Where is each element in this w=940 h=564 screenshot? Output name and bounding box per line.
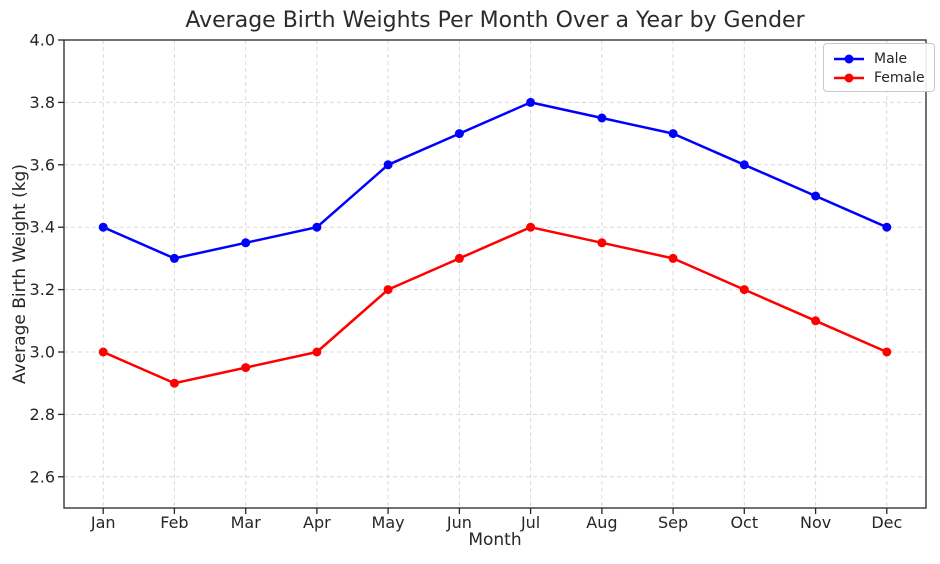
- x-tick-label: Mar: [231, 513, 262, 532]
- y-tick-label: 2.8: [30, 405, 55, 424]
- male-marker: [597, 113, 607, 123]
- male-marker: [169, 253, 179, 263]
- x-tick-label: Apr: [303, 513, 331, 532]
- legend-item-male: Male: [832, 49, 926, 68]
- male-marker: [526, 97, 536, 107]
- male-marker: [383, 160, 393, 170]
- y-axis-label: Average Birth Weight (kg): [10, 164, 30, 384]
- male-marker: [811, 191, 821, 201]
- legend-female-label: Female: [874, 69, 925, 86]
- female-marker: [597, 238, 607, 248]
- female-marker: [526, 222, 536, 232]
- plot-area-border: [63, 39, 927, 509]
- male-marker: [312, 222, 322, 232]
- x-tick-label: Dec: [871, 513, 902, 532]
- male-line: [101, 101, 889, 260]
- y-tick-label: 2.6: [30, 467, 55, 486]
- legend-male-sample-icon: [834, 54, 864, 63]
- x-tick-label: Aug: [586, 513, 617, 532]
- legend-female-sample-icon: [834, 73, 864, 82]
- chart-title: Average Birth Weights Per Month Over a Y…: [185, 8, 805, 33]
- female-marker: [811, 316, 821, 326]
- x-tick-label: Jan: [90, 513, 116, 532]
- y-tick-label: 3.8: [30, 93, 55, 112]
- y-tick-label: 4.0: [30, 31, 55, 50]
- female-marker: [668, 253, 678, 263]
- y-tick-label: 3.0: [30, 343, 55, 362]
- x-tick-label: Sep: [658, 513, 688, 532]
- legend-male-label: Male: [874, 50, 908, 67]
- female-marker: [739, 285, 749, 295]
- x-tick-label: May: [372, 513, 405, 532]
- y-tick-label: 3.2: [30, 280, 55, 299]
- male-marker: [668, 129, 678, 139]
- x-tick-label: Jul: [520, 513, 540, 532]
- x-tick-label: Feb: [160, 513, 188, 532]
- male-marker: [241, 238, 251, 248]
- y-tick-label: 3.6: [30, 155, 55, 174]
- female-marker: [98, 347, 108, 357]
- female-line: [101, 225, 889, 385]
- male-marker: [98, 222, 108, 232]
- female-marker: [312, 347, 322, 357]
- female-marker: [454, 253, 464, 263]
- female-marker: [169, 378, 179, 388]
- y-tick-label: 3.4: [30, 218, 55, 237]
- x-tick-label: Jun: [446, 513, 472, 532]
- x-tick-label: Oct: [730, 513, 758, 532]
- male-marker: [454, 129, 464, 139]
- x-axis-label: Month: [468, 530, 522, 550]
- female-marker: [241, 363, 251, 373]
- male-marker: [882, 222, 892, 232]
- male-marker: [739, 160, 749, 170]
- x-tick-label: Nov: [800, 513, 831, 532]
- female-marker: [882, 347, 892, 357]
- female-marker: [383, 285, 393, 295]
- legend: Male Female: [823, 43, 935, 92]
- legend-item-female: Female: [832, 68, 926, 87]
